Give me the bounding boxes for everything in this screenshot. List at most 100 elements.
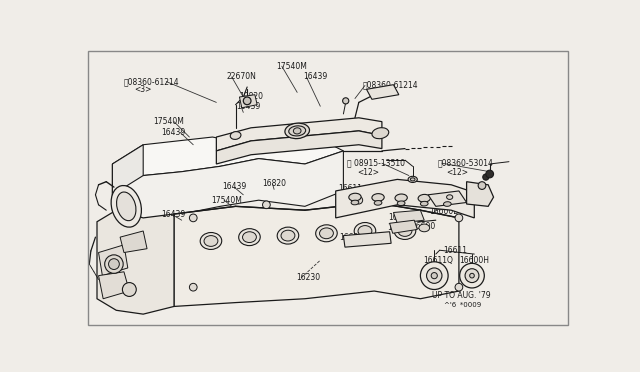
Ellipse shape bbox=[374, 201, 382, 205]
Text: Ⓝ08360-53014: Ⓝ08360-53014 bbox=[437, 158, 493, 168]
Text: 22670N: 22670N bbox=[227, 73, 256, 81]
Polygon shape bbox=[428, 191, 467, 206]
Circle shape bbox=[465, 269, 479, 283]
Text: 16439: 16439 bbox=[236, 102, 260, 110]
Circle shape bbox=[189, 283, 197, 291]
Ellipse shape bbox=[281, 230, 295, 241]
Text: 16600D: 16600D bbox=[429, 207, 459, 216]
Text: 16611: 16611 bbox=[444, 246, 467, 254]
Polygon shape bbox=[113, 151, 344, 220]
Ellipse shape bbox=[239, 229, 260, 246]
Text: UP TO AUG. '79: UP TO AUG. '79 bbox=[432, 291, 491, 300]
Text: Ⓝ08360-61214: Ⓝ08360-61214 bbox=[363, 81, 419, 90]
Circle shape bbox=[189, 214, 197, 222]
Circle shape bbox=[427, 268, 442, 283]
Ellipse shape bbox=[285, 123, 310, 139]
Ellipse shape bbox=[111, 186, 141, 227]
Text: 16600G: 16600G bbox=[340, 233, 370, 242]
Polygon shape bbox=[239, 95, 257, 108]
Ellipse shape bbox=[372, 128, 388, 139]
Polygon shape bbox=[99, 245, 128, 276]
Circle shape bbox=[109, 259, 119, 269]
Polygon shape bbox=[394, 210, 424, 223]
Polygon shape bbox=[467, 182, 493, 206]
Ellipse shape bbox=[358, 225, 372, 236]
Circle shape bbox=[460, 263, 484, 288]
Polygon shape bbox=[390, 220, 417, 233]
Circle shape bbox=[483, 174, 489, 180]
Text: 17540M: 17540M bbox=[211, 196, 242, 205]
Text: 17520M: 17520M bbox=[326, 129, 356, 138]
Polygon shape bbox=[113, 145, 143, 195]
Circle shape bbox=[243, 97, 251, 105]
Circle shape bbox=[342, 98, 349, 104]
Ellipse shape bbox=[204, 235, 218, 246]
Ellipse shape bbox=[293, 128, 301, 134]
Ellipse shape bbox=[289, 126, 306, 136]
Text: <1>: <1> bbox=[372, 89, 390, 98]
Circle shape bbox=[455, 214, 463, 222]
Ellipse shape bbox=[398, 225, 412, 236]
Polygon shape bbox=[97, 210, 174, 314]
Text: 16439: 16439 bbox=[223, 183, 247, 192]
Ellipse shape bbox=[277, 227, 299, 244]
Ellipse shape bbox=[354, 222, 376, 240]
Text: 16439: 16439 bbox=[428, 187, 452, 196]
Ellipse shape bbox=[418, 195, 431, 202]
Ellipse shape bbox=[441, 195, 454, 202]
Text: ^'6  *0009: ^'6 *0009 bbox=[444, 302, 481, 308]
Ellipse shape bbox=[420, 201, 428, 206]
Circle shape bbox=[420, 262, 448, 289]
Ellipse shape bbox=[408, 176, 417, 183]
Text: Ⓝ08360-61214: Ⓝ08360-61214 bbox=[124, 77, 180, 86]
Ellipse shape bbox=[230, 132, 241, 140]
Text: 16600H: 16600H bbox=[459, 256, 489, 265]
Ellipse shape bbox=[319, 228, 333, 239]
Text: 16611: 16611 bbox=[338, 184, 362, 193]
Circle shape bbox=[122, 283, 136, 296]
Polygon shape bbox=[216, 131, 382, 164]
Text: 16600F: 16600F bbox=[388, 213, 417, 222]
Text: <3>: <3> bbox=[134, 86, 151, 94]
Ellipse shape bbox=[444, 202, 451, 206]
Ellipse shape bbox=[116, 192, 136, 221]
Circle shape bbox=[470, 273, 474, 278]
Circle shape bbox=[455, 283, 463, 291]
Polygon shape bbox=[99, 272, 129, 299]
Circle shape bbox=[478, 182, 486, 189]
Ellipse shape bbox=[351, 200, 359, 205]
Polygon shape bbox=[367, 85, 399, 99]
Text: 16611Q: 16611Q bbox=[422, 256, 452, 265]
Ellipse shape bbox=[394, 222, 416, 240]
Text: Ⓞ 08915-13510: Ⓞ 08915-13510 bbox=[348, 158, 405, 168]
Ellipse shape bbox=[372, 194, 384, 201]
Circle shape bbox=[262, 201, 270, 209]
Polygon shape bbox=[216, 118, 382, 151]
Text: 16439: 16439 bbox=[161, 128, 185, 137]
Text: 17540M: 17540M bbox=[276, 62, 307, 71]
Ellipse shape bbox=[349, 193, 361, 201]
Circle shape bbox=[355, 196, 363, 204]
Text: <12>: <12> bbox=[447, 168, 468, 177]
Ellipse shape bbox=[200, 232, 221, 250]
Ellipse shape bbox=[316, 225, 337, 242]
Ellipse shape bbox=[410, 178, 415, 181]
Ellipse shape bbox=[395, 194, 407, 202]
Text: 19820: 19820 bbox=[239, 92, 264, 102]
Polygon shape bbox=[344, 232, 391, 247]
Ellipse shape bbox=[243, 232, 257, 243]
Ellipse shape bbox=[419, 224, 429, 232]
Polygon shape bbox=[120, 231, 147, 253]
Text: 16439: 16439 bbox=[162, 210, 186, 219]
Text: 16439: 16439 bbox=[303, 73, 328, 81]
Text: <12>: <12> bbox=[357, 168, 380, 177]
Circle shape bbox=[431, 273, 437, 279]
Text: 17540M: 17540M bbox=[153, 117, 184, 126]
Text: 17528: 17528 bbox=[422, 197, 447, 206]
Circle shape bbox=[486, 170, 493, 178]
Polygon shape bbox=[174, 202, 459, 307]
Text: 16610: 16610 bbox=[387, 222, 412, 231]
Ellipse shape bbox=[447, 195, 452, 199]
Polygon shape bbox=[336, 179, 474, 218]
Circle shape bbox=[105, 255, 123, 273]
